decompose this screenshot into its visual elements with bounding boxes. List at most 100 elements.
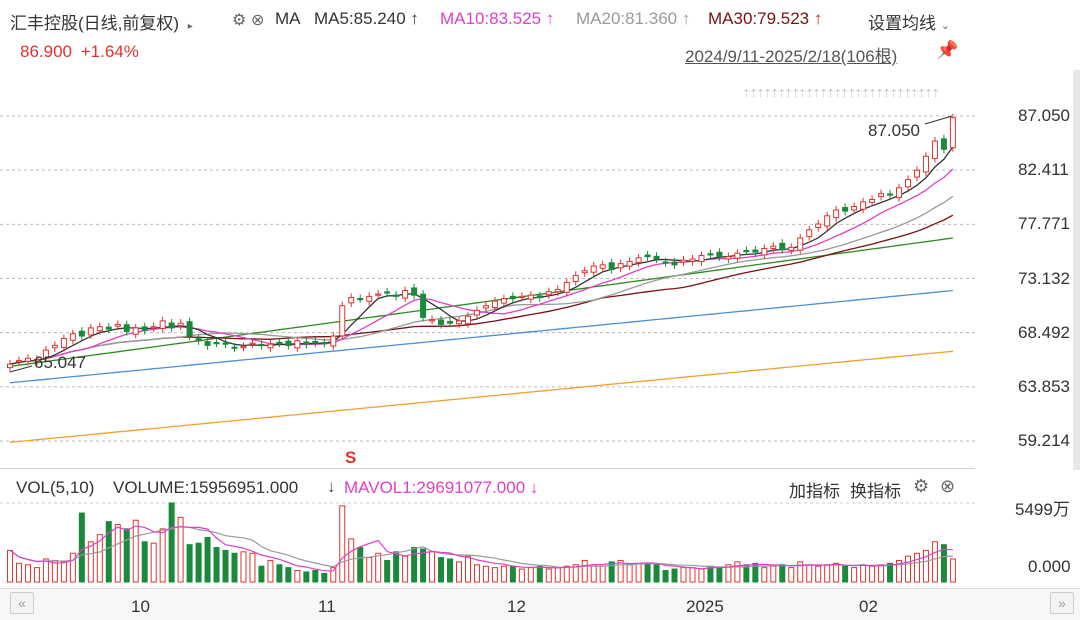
low-pointer (9, 365, 33, 373)
candle-body (60, 337, 67, 348)
volume-bar (87, 541, 94, 583)
volume-bar (285, 567, 292, 583)
marker-icon: ⇡ (812, 88, 821, 100)
marker-icon: ⇡ (749, 88, 758, 100)
volume-bar (429, 551, 436, 583)
volume-bar (150, 542, 157, 583)
candle-body (375, 293, 382, 296)
candle-body (159, 320, 166, 329)
last-price: 86.900 (20, 42, 72, 61)
date-range[interactable]: 2024/9/11-2025/2/18(106根) (685, 47, 898, 66)
gear-icon[interactable]: ⚙ (232, 12, 247, 29)
price-tick-label: 77.771 (1018, 214, 1070, 234)
marker-icon: ⇡ (791, 88, 800, 100)
candle-body (186, 321, 193, 337)
x-tick-2025: 2025 (686, 597, 724, 616)
candle-body (330, 335, 337, 347)
scroll-left-icon[interactable]: « (10, 592, 34, 614)
marker-icon: ⇡ (861, 88, 870, 100)
gear-icon[interactable]: ⚙ (913, 476, 930, 496)
settings-ma-button[interactable]: 设置均线 ⌄ (868, 14, 950, 33)
close-icon[interactable]: ⊗ (940, 476, 956, 496)
volume-bar (303, 571, 310, 583)
candle-body (824, 215, 831, 227)
candle-body (213, 342, 220, 345)
high-pointer (924, 115, 953, 125)
candle-body (752, 249, 759, 253)
candle-body (518, 295, 525, 299)
volume-bar (644, 562, 651, 583)
candle-body (815, 223, 822, 228)
candle-body (779, 242, 786, 251)
add-indicator-button[interactable]: 加指标 (789, 482, 840, 501)
candle-body (78, 330, 85, 337)
price-change: 86.900 +1.64% (20, 42, 139, 62)
marker-icon: ⇡ (868, 88, 877, 100)
candle-body (105, 326, 112, 330)
marker-icon: ⇡ (882, 88, 891, 100)
stock-name: 汇丰控股(日线,前复权) (10, 14, 180, 33)
candle-body (797, 237, 804, 251)
candle-body (851, 205, 858, 211)
ma20-line (9, 195, 954, 365)
expand-arrow-icon[interactable]: ▸ (187, 21, 193, 32)
volume-bar (590, 564, 597, 583)
vertical-scrollbar[interactable] (1073, 70, 1080, 470)
volume-bar (69, 552, 76, 583)
marker-icon: ⇡ (854, 88, 863, 100)
candle-body (671, 261, 678, 266)
candle-body (285, 340, 292, 346)
price-tick-label: 59.214 (1018, 431, 1070, 450)
time-axis-bar (0, 588, 1080, 620)
candle-body (141, 326, 148, 331)
marker-icon: ⇡ (910, 88, 919, 100)
volume-bar (869, 565, 876, 583)
ma5-line (9, 146, 954, 365)
candle-body (24, 357, 31, 362)
candle-body (689, 258, 696, 262)
candle-body (222, 342, 229, 345)
candle-body (321, 342, 328, 345)
volume-axis-zero: 0.000 (1028, 557, 1071, 576)
candle-body (572, 274, 579, 283)
volume-bar (662, 570, 669, 583)
candle-body (168, 322, 175, 329)
volume-bar (509, 565, 516, 583)
down-arrow-icon: ↓ (529, 478, 539, 497)
marker-icon: ⇡ (770, 88, 779, 100)
ma30-line (9, 214, 954, 365)
volume-bar (195, 542, 202, 583)
volume-bar (572, 564, 579, 583)
marker-icon: ⇡ (742, 88, 751, 100)
x-tick-oct: 10 (131, 597, 150, 616)
candle-body (456, 320, 462, 325)
volume-bar (339, 505, 346, 583)
candle-body (878, 193, 885, 198)
candle-body (905, 179, 911, 188)
close-icon[interactable]: ⊗ (251, 12, 265, 29)
volume-bar (7, 549, 13, 583)
volume-bar (393, 551, 400, 583)
candle-body (608, 262, 615, 271)
candle-body (312, 340, 319, 344)
candle-body (96, 326, 103, 332)
volume-bar (447, 558, 454, 583)
chevron-down-icon: ⌄ (940, 20, 950, 32)
stock-title[interactable]: 汇丰控股(日线,前复权) ▸ (10, 9, 193, 34)
volume-bar (824, 564, 831, 583)
candle-body (366, 295, 373, 302)
scroll-right-icon[interactable]: » (1050, 592, 1074, 614)
candle-body (402, 290, 409, 299)
candle-body (15, 360, 22, 363)
candle-body (447, 320, 454, 324)
volume-bar (913, 552, 920, 583)
low-label: 65.047 (34, 353, 86, 372)
price-tick-label: 73.132 (1018, 268, 1070, 288)
switch-indicator-button[interactable]: 换指标 (850, 482, 901, 501)
change-percent: +1.64% (80, 42, 139, 61)
marker-icon: ⇡ (931, 88, 940, 100)
pin-icon[interactable]: 📌 (936, 40, 959, 60)
volume-bar (761, 567, 768, 583)
marker-icon: ⇡ (896, 88, 905, 100)
